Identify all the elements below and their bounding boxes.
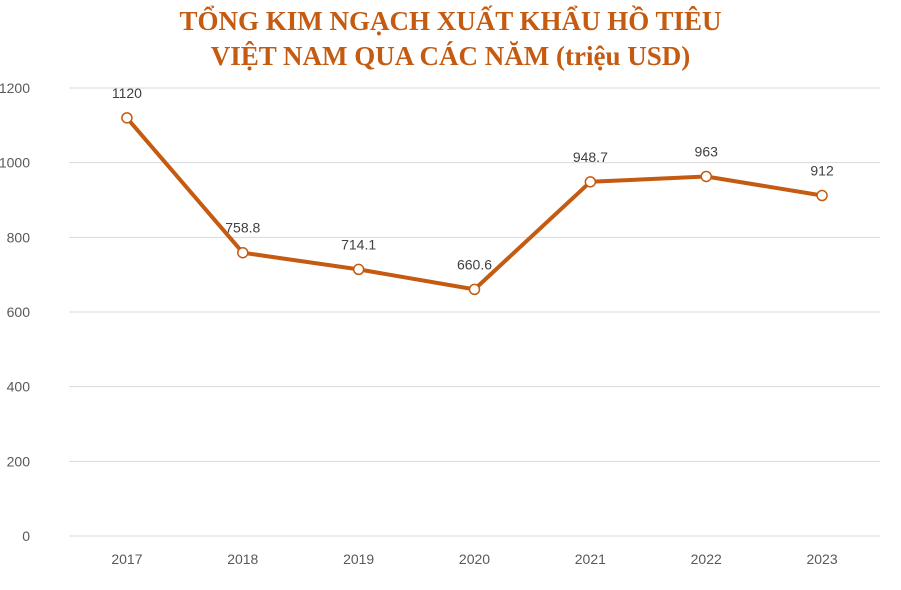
data-point-2019 [352, 263, 365, 276]
data-point-2021 [584, 176, 597, 188]
x-axis-ticks: 2017 2018 2019 2020 2021 2022 2023 [111, 551, 838, 567]
chart-title-line-2: VIỆT NAM QUA CÁC NĂM (triệu USD) [210, 41, 691, 71]
data-point-2018 [237, 246, 249, 259]
chart-title-line-1: TỔNG KIM NGẠCH XUẤT KHẨU HỒ TIÊU [179, 6, 722, 36]
y-tick-label-600: 600 [7, 304, 31, 320]
data-label-2019: 714.1 [341, 236, 376, 252]
data-labels: 1120 758.8 714.1 660.6 948.7 963 912 [112, 85, 834, 273]
data-point-2017 [121, 112, 133, 124]
y-tick-label-200: 200 [7, 453, 31, 469]
x-tick-label-2022: 2022 [691, 551, 722, 567]
x-tick-label-2019: 2019 [343, 551, 374, 567]
data-label-2021: 948.7 [573, 149, 608, 165]
y-tick-label-800: 800 [7, 229, 31, 245]
data-point-2023 [816, 189, 828, 202]
x-tick-label-2017: 2017 [111, 551, 142, 567]
chart-title: TỔNG KIM NGẠCH XUẤT KHẨU HỒ TIÊU VIỆT NA… [0, 4, 901, 74]
data-label-2018: 758.8 [225, 220, 260, 236]
data-point-2020 [468, 283, 481, 296]
series-layer [121, 112, 828, 296]
y-tick-label-400: 400 [7, 379, 31, 395]
x-tick-label-2023: 2023 [806, 551, 837, 567]
y-tick-label-1000: 1000 [0, 155, 30, 171]
data-point-2022 [700, 170, 712, 183]
data-label-2022: 963 [695, 143, 719, 159]
data-label-2023: 912 [810, 163, 834, 179]
y-axis-ticks: 0 200 400 600 800 1000 1200 [0, 80, 30, 544]
gridlines [69, 87, 880, 537]
x-tick-label-2018: 2018 [227, 551, 258, 567]
data-label-2017: 1120 [112, 85, 142, 101]
x-tick-label-2020: 2020 [459, 551, 490, 567]
y-tick-label-0: 0 [22, 528, 30, 544]
data-label-2020: 660.6 [457, 256, 492, 272]
x-tick-label-2021: 2021 [575, 551, 606, 567]
y-tick-label-1200: 1200 [0, 80, 30, 96]
